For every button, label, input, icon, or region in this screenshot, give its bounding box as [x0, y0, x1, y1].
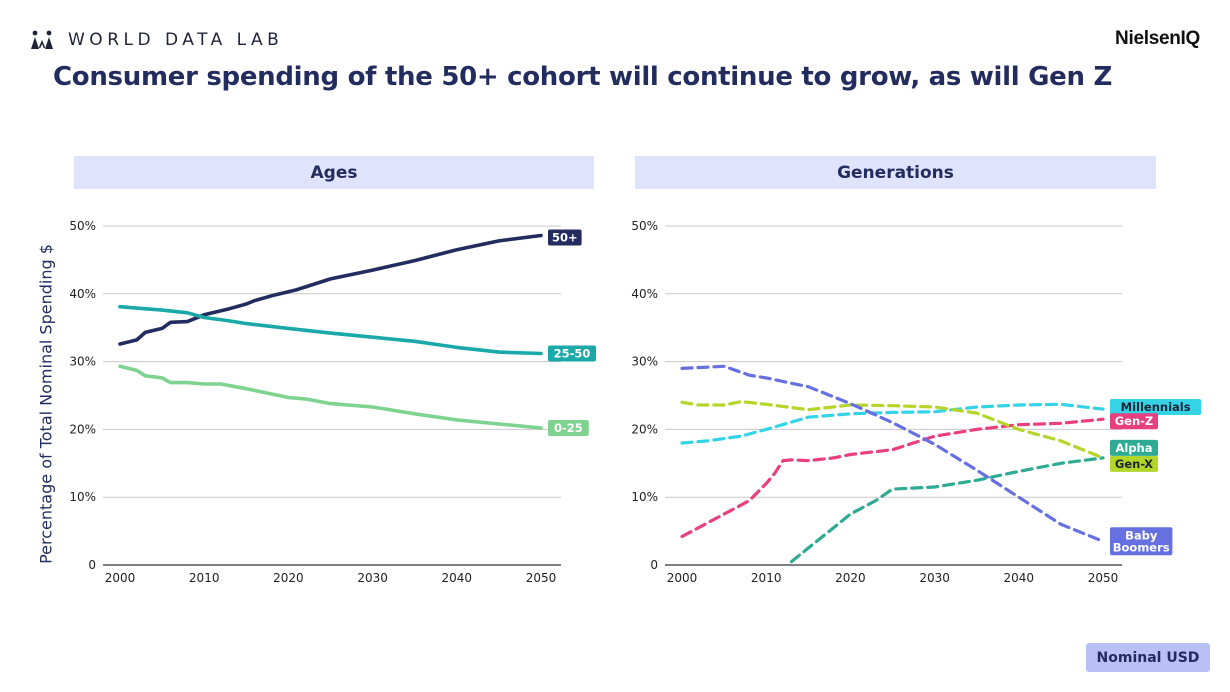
y-tick-label: 0 — [650, 558, 658, 572]
series-line-baby-boomers — [680, 364, 1105, 543]
partner-logo: NielsenIQ — [1115, 28, 1200, 49]
series-label-text: 50+ — [552, 230, 578, 244]
series-label-text: 0-25 — [554, 421, 583, 435]
series-line-0-25 — [118, 364, 543, 430]
y-tick-label: 50% — [69, 219, 96, 233]
series-line-50 — [118, 233, 543, 346]
series-label-text: Alpha — [1115, 441, 1152, 455]
series-label-text: Gen-Z — [1115, 414, 1154, 428]
x-tick-label: 2030 — [919, 571, 950, 585]
y-tick-label: 20% — [69, 422, 96, 436]
ages-panel-header: Ages — [74, 156, 594, 189]
x-tick-label: 2040 — [1004, 571, 1035, 585]
series-label-gen-z: Gen-Z — [1110, 413, 1158, 430]
series-label-millennials: Millennials — [1110, 399, 1202, 416]
brand-logo: WORLD DATA LAB — [30, 28, 283, 52]
y-tick-label: 40% — [69, 287, 96, 301]
series-label-text: Baby — [1125, 528, 1158, 542]
generations-panel-title: Generations — [837, 162, 954, 183]
series-label-text: 25-50 — [554, 346, 591, 360]
y-tick-label: 0 — [88, 558, 96, 572]
brand-name: WORLD DATA LAB — [68, 30, 284, 50]
unit-badge: Nominal USD — [1086, 643, 1210, 672]
y-tick-label: 10% — [631, 490, 658, 504]
series-label-alpha: Alpha — [1110, 439, 1158, 456]
series-line-gen-x — [680, 400, 1105, 460]
series-label-text: Gen-X — [1115, 457, 1153, 471]
series-label-gen-x: Gen-X — [1110, 455, 1158, 472]
page-title: Consumer spending of the 50+ cohort will… — [53, 62, 1113, 92]
ages-chart: 0 10% 20% 30% 40% 50% 2000 2010 2020 2030 2040 2050… — [69, 219, 596, 585]
people-icon — [31, 30, 53, 49]
series-line-gen-z — [680, 417, 1105, 539]
x-tick-label: 2030 — [357, 571, 388, 585]
x-tick-label: 2050 — [526, 571, 557, 585]
y-tick-label: 30% — [631, 355, 658, 369]
series-label-text: Millennials — [1121, 400, 1191, 414]
x-tick-label: 2050 — [1088, 571, 1119, 585]
series-label-25-50: 25-50 — [548, 345, 596, 362]
x-tick-label: 2000 — [105, 571, 136, 585]
generations-panel-header: Generations — [635, 156, 1156, 189]
y-tick-label: 40% — [631, 287, 658, 301]
x-tick-label: 2040 — [442, 571, 473, 585]
series-line-25-50 — [118, 304, 543, 356]
series-label-50: 50+ — [548, 229, 582, 246]
x-tick-label: 2000 — [667, 571, 698, 585]
y-tick-label: 50% — [631, 219, 658, 233]
generations-chart: 0 10% 20% 30% 40% 50% 2000 2010 2020 2030 2040 2050… — [631, 219, 1202, 585]
x-tick-label: 2020 — [835, 571, 866, 585]
ages-panel-title: Ages — [310, 162, 358, 183]
series-label-text: Boomers — [1113, 540, 1170, 554]
series-label-0-25: 0-25 — [548, 420, 589, 437]
x-tick-label: 2010 — [189, 571, 220, 585]
x-tick-label: 2020 — [273, 571, 304, 585]
series-line-alpha — [789, 456, 1105, 564]
y-tick-label: 20% — [631, 422, 658, 436]
y-tick-label: 10% — [69, 490, 96, 504]
y-tick-label: 30% — [69, 355, 96, 369]
x-tick-label: 2010 — [751, 571, 782, 585]
